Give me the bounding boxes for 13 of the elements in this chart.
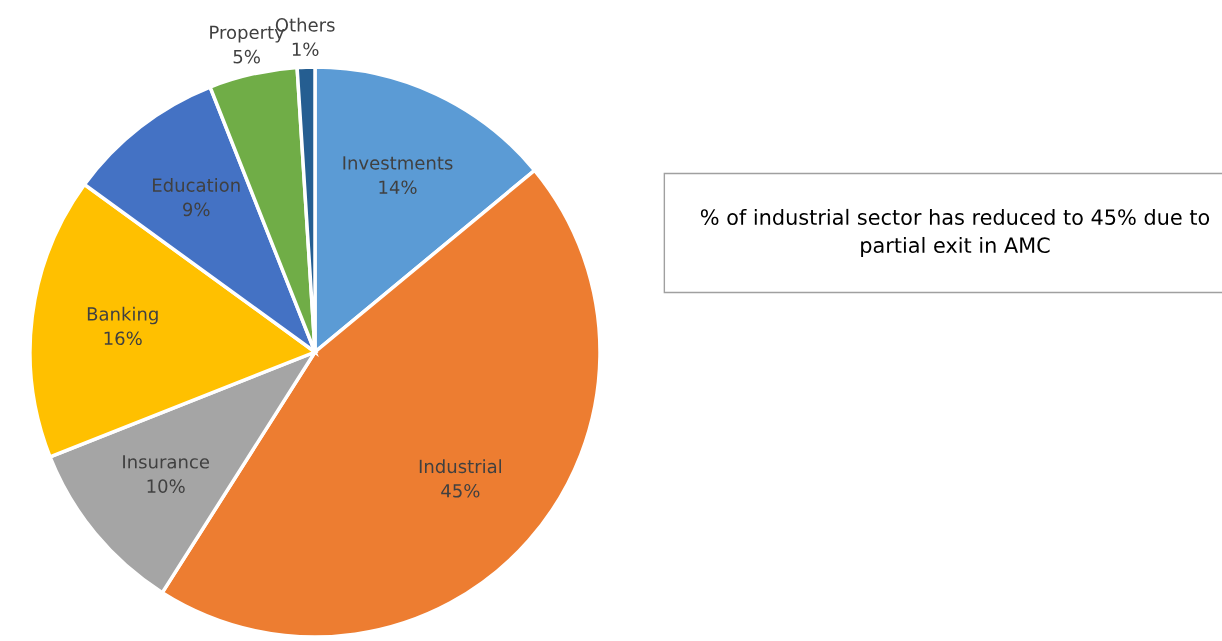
slice-label: Industrial [419, 459, 502, 474]
data-label: 9% [183, 202, 210, 217]
data-label: 10% [147, 479, 185, 493]
data-label: 45% [441, 483, 480, 498]
slice-label: Insurance [123, 455, 210, 469]
slice-label: Education [153, 177, 240, 192]
data-label: 14% [379, 180, 417, 195]
text: % of industrial sector has reduced to 45% due to partial exit in AMC [700, 208, 1210, 258]
data-label: 16% [104, 331, 142, 346]
data-label: 1% [292, 42, 319, 57]
slice-label: Investments [343, 156, 453, 170]
data-label: 5% [233, 49, 260, 64]
slice-label: Banking [87, 306, 158, 325]
